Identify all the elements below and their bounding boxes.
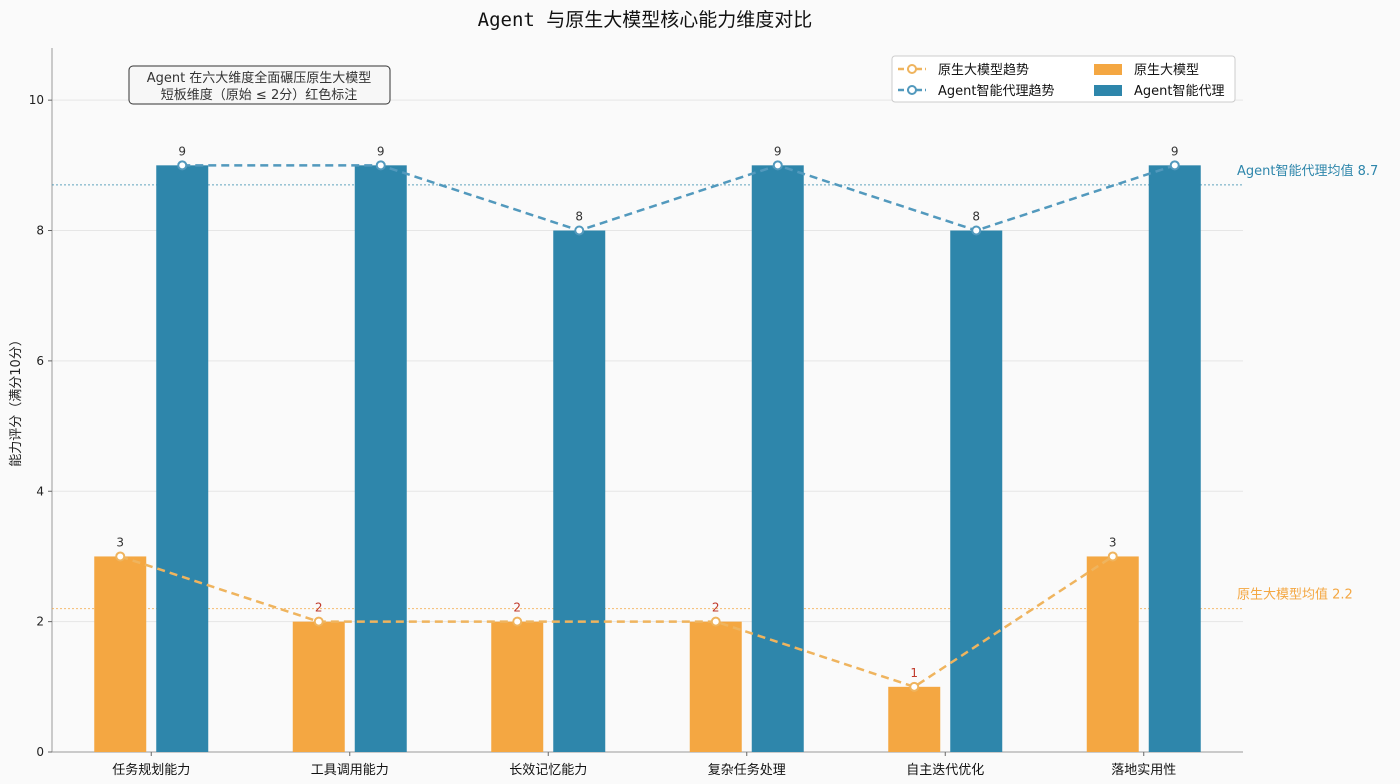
y-tick-label: 6: [36, 354, 44, 368]
bar: [156, 165, 209, 753]
data-label: 3: [116, 535, 124, 549]
trend-point: [971, 225, 982, 236]
bar: [354, 165, 407, 753]
data-label: 9: [178, 144, 186, 158]
x-tick-label: 长效记忆能力: [509, 762, 587, 778]
chart-title: Agent 与原生大模型核心能力维度对比: [478, 9, 813, 31]
bar: [553, 230, 606, 752]
x-tick-label: 自主迭代优化: [906, 763, 984, 778]
trend-point: [574, 225, 585, 236]
legend-bar-swatch: [1094, 85, 1122, 96]
legend-bar-swatch: [1094, 64, 1122, 75]
bar: [292, 621, 345, 752]
legend-label: Agent智能代理趋势: [938, 83, 1054, 99]
data-label: 9: [1171, 144, 1179, 158]
data-label: 9: [774, 144, 782, 158]
data-label: 2: [712, 601, 720, 615]
y-axis-label: 能力评分（满分10分）: [9, 333, 24, 467]
bar: [491, 621, 544, 752]
data-label: 2: [315, 601, 323, 615]
bar: [950, 230, 1003, 752]
trend-point: [710, 616, 721, 627]
mean-line-label: 原生大模型均值 2.2: [1237, 587, 1353, 603]
trend-point: [1169, 160, 1180, 171]
legend-box: [891, 55, 1236, 103]
legend-label: 原生大模型趋势: [938, 62, 1029, 78]
y-tick-label: 2: [36, 615, 44, 629]
y-tick-label: 4: [36, 484, 44, 498]
trend-point: [115, 551, 126, 562]
trend-point: [177, 160, 188, 171]
annotation-text: Agent 在六大维度全面碾压原生大模型: [147, 70, 372, 86]
x-tick-label: 复杂任务处理: [708, 762, 786, 778]
bar: [1148, 165, 1201, 753]
bar: [888, 686, 941, 752]
bar: [689, 621, 742, 752]
trend-point: [1107, 551, 1118, 562]
legend-label: Agent智能代理: [1134, 84, 1224, 99]
bar: [94, 556, 147, 752]
trend-line: [182, 164, 1176, 232]
trend-point: [772, 160, 783, 171]
data-label: 1: [910, 666, 918, 680]
trend-point: [909, 681, 920, 692]
data-label: 3: [1109, 535, 1117, 549]
legend-marker: [907, 64, 917, 74]
annotation-text: 短板维度（原始 ≤ 2分）红色标注: [161, 87, 357, 103]
data-label: 2: [513, 601, 521, 615]
bar: [751, 165, 804, 753]
mean-line-label: Agent智能代理均值 8.7: [1237, 163, 1378, 179]
legend-label: 原生大模型: [1134, 63, 1199, 78]
data-label: 8: [972, 210, 980, 224]
y-tick-label: 8: [36, 224, 44, 238]
trend-line: [119, 555, 1114, 689]
annotation-box: [128, 65, 391, 105]
bar: [1086, 556, 1139, 752]
x-tick-label: 任务规划能力: [112, 762, 190, 778]
trend-point: [313, 616, 324, 627]
x-tick-label: 工具调用能力: [311, 763, 389, 778]
data-label: 9: [377, 144, 385, 158]
legend-marker: [907, 85, 917, 95]
trend-point: [375, 160, 386, 171]
x-tick-label: 落地实用性: [1111, 763, 1176, 778]
trend-point: [512, 616, 523, 627]
data-label: 8: [575, 210, 583, 224]
y-tick-label: 10: [29, 93, 44, 107]
y-tick-label: 0: [36, 745, 44, 759]
